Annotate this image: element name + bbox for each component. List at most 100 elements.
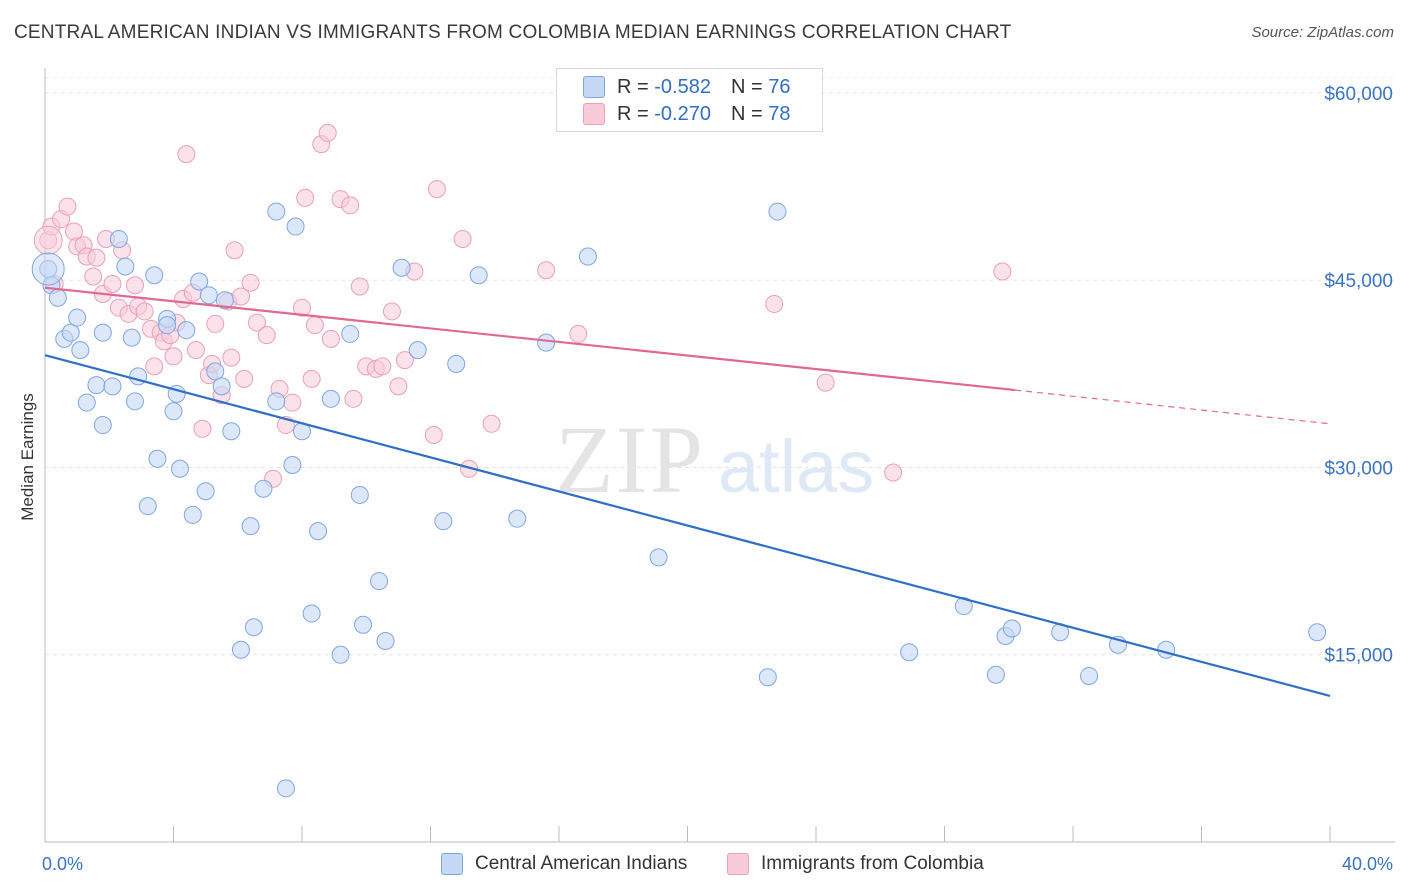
point-cai: [48, 288, 67, 307]
point-colombia: [84, 267, 103, 286]
point-colombia: [296, 188, 315, 207]
point-colombia: [87, 248, 106, 267]
y-tick-label: $30,000: [1324, 458, 1393, 479]
point-cai: [954, 597, 973, 616]
point-cai: [370, 572, 389, 591]
trend-line-cai: [44, 354, 1331, 698]
point-cai: [578, 247, 597, 266]
y-tick-label: $60,000: [1324, 84, 1393, 105]
point-cai: [309, 522, 328, 541]
bottom-legend-pink: Immigrants from Colombia: [727, 852, 984, 876]
axes: [44, 68, 1395, 843]
trend-lines: [44, 286, 1331, 698]
point-cai: [276, 779, 295, 798]
point-colombia: [389, 377, 408, 396]
x-tick-label-max: 40.0%: [1342, 854, 1393, 874]
point-colombia: [318, 123, 337, 142]
point-colombia: [283, 393, 302, 412]
bottom-legend-swatch-pink: [727, 853, 749, 875]
bottom-legend-label-pink: Immigrants from Colombia: [761, 853, 984, 874]
point-cai: [71, 341, 90, 360]
point-cai: [508, 509, 527, 528]
point-cai: [170, 459, 189, 478]
point-cai: [103, 377, 122, 396]
legend-r-value: -0.582: [654, 75, 711, 98]
point-colombia: [248, 313, 267, 332]
point-colombia: [453, 230, 472, 249]
point-colombia: [164, 347, 183, 366]
point-cai: [331, 645, 350, 664]
point-colombia: [993, 262, 1012, 281]
point-colombia: [235, 369, 254, 388]
point-cai: [1080, 666, 1099, 685]
point-cai: [148, 449, 167, 468]
point-colombia: [482, 414, 501, 433]
legend-row-blue: R = -0.582 N = 76: [583, 75, 790, 99]
point-cai: [109, 230, 128, 249]
point-cai: [267, 202, 286, 221]
point-cai: [408, 341, 427, 360]
point-colombia: [206, 314, 225, 333]
point-cai: [138, 497, 157, 516]
bottom-legend-label-blue: Central American Indians: [475, 853, 688, 874]
point-colombia: [305, 316, 324, 335]
point-cai: [768, 202, 787, 221]
y-tick-label: $15,000: [1324, 646, 1393, 667]
point-cai: [286, 217, 305, 236]
point-cai: [321, 389, 340, 408]
point-colombia: [58, 197, 77, 216]
point-colombia: [257, 326, 276, 345]
point-cai: [93, 416, 112, 435]
legend-swatch-pink: [583, 103, 605, 125]
point-colombia: [341, 196, 360, 215]
point-cai: [469, 266, 488, 285]
watermark: ZIP atlas: [555, 406, 874, 513]
gridlines: [45, 77, 1395, 656]
legend-r-value: -0.270: [654, 102, 711, 125]
point-cai: [376, 632, 395, 651]
trend-line-colombia: [44, 286, 1016, 392]
point-cai: [241, 517, 260, 536]
point-cai: [199, 286, 218, 305]
legend-n-label: N =: [730, 102, 769, 125]
point-colombia: [816, 373, 835, 392]
point-cai: [231, 640, 250, 659]
point-colombia: [103, 274, 122, 293]
source-label: Source: ZipAtlas.com: [1251, 24, 1394, 41]
point-colombia: [373, 357, 392, 376]
legend-row-pink: R = -0.270 N = 78: [583, 102, 790, 126]
point-colombia: [382, 302, 401, 321]
legend-n-value: 78: [768, 102, 791, 125]
point-cai: [125, 392, 144, 411]
point-colombia: [186, 341, 205, 360]
point-cai: [758, 668, 777, 687]
point-cai: [1002, 619, 1021, 638]
point-cai-cluster: [31, 252, 65, 286]
point-cai: [1308, 623, 1327, 642]
point-colombia: [241, 273, 260, 292]
point-colombia: [135, 302, 154, 321]
point-cai: [212, 377, 231, 396]
point-cai: [267, 392, 286, 411]
point-cai: [206, 362, 225, 381]
point-cai: [1157, 640, 1176, 659]
point-cai: [986, 665, 1005, 684]
point-colombia: [293, 298, 311, 317]
point-cai: [222, 422, 241, 441]
point-cai: [61, 323, 80, 342]
series-cai-points: [31, 202, 1327, 798]
legend: R = -0.582 N = 76 R = -0.270 N = 78: [556, 68, 823, 132]
point-cai: [93, 323, 112, 342]
point-cai: [244, 618, 263, 637]
y-axis-title: Median Earnings: [18, 393, 37, 521]
watermark-zip: ZIP: [555, 406, 705, 513]
bottom-legend-swatch-blue: [441, 853, 463, 875]
point-colombia: [125, 276, 144, 295]
y-tick-label: $45,000: [1324, 271, 1393, 292]
point-colombia: [222, 348, 241, 367]
point-colombia: [424, 426, 443, 445]
point-cai: [190, 272, 209, 291]
point-cai: [177, 321, 196, 340]
point-cai: [116, 257, 135, 276]
